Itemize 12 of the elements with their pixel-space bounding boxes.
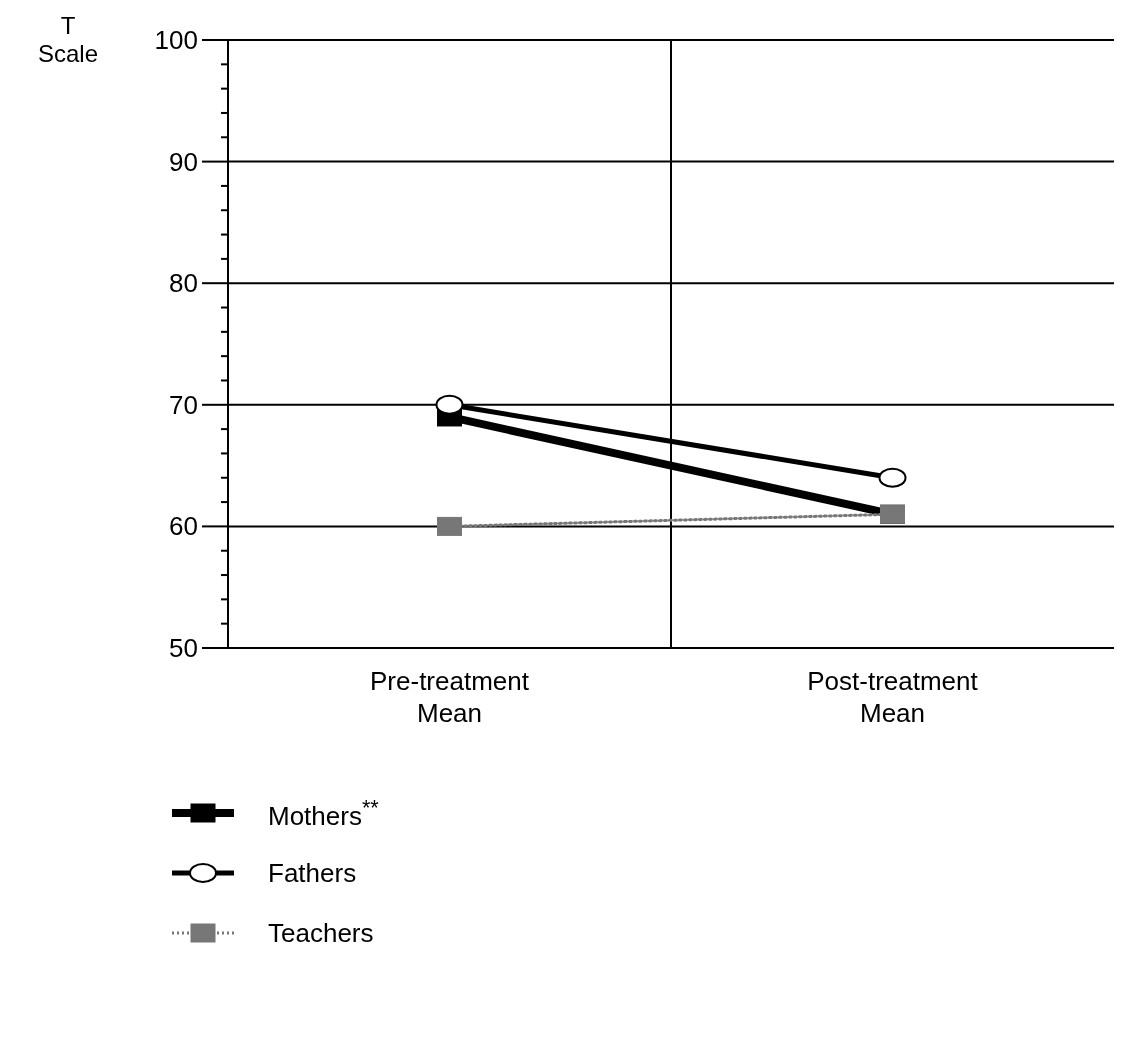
y-tick-label: 70 <box>169 389 198 420</box>
x-tick-label: Post-treatment Mean <box>807 666 979 728</box>
y-tick-label: 60 <box>169 511 198 542</box>
y-tick-label: 50 <box>169 633 198 663</box>
y-tick-label: 80 <box>169 268 198 299</box>
legend-label: Mothers$^{**}$ <box>268 794 379 832</box>
y-axis-title: T Scale <box>37 12 99 67</box>
y-tick-label: 100 <box>154 25 198 55</box>
legend-label: Teachers <box>268 917 374 949</box>
y-tick-label: 90 <box>169 146 198 177</box>
x-tick-label: Pre-treatment Mean <box>370 666 530 728</box>
legend-label: Fathers <box>268 857 357 889</box>
